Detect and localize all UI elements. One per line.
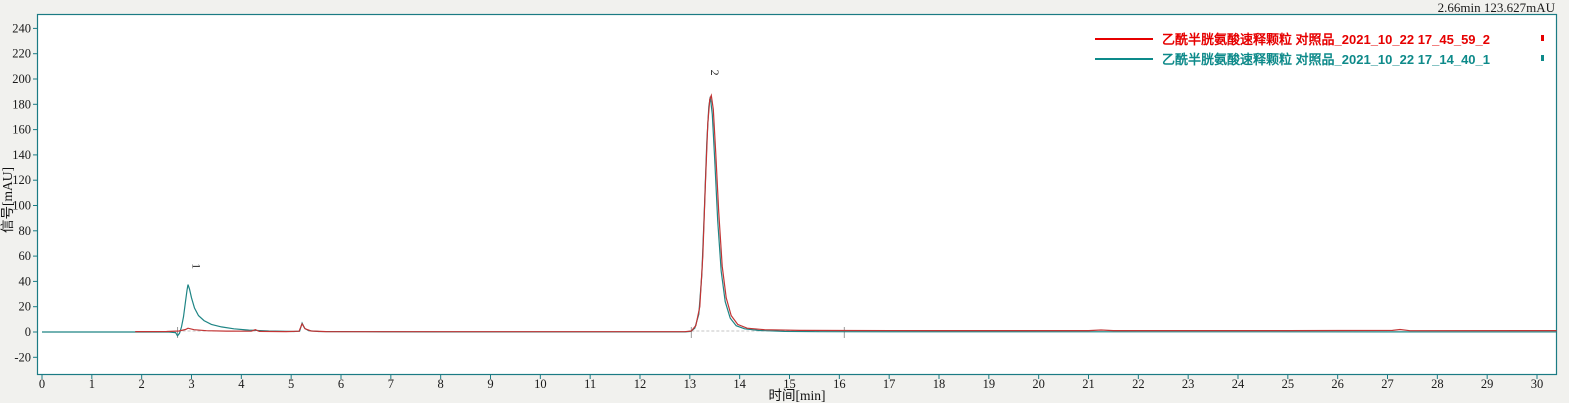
x-tick-label: 17 xyxy=(883,377,896,391)
y-tick-label: 20 xyxy=(19,300,32,314)
x-tick-label: 27 xyxy=(1381,377,1394,391)
y-tick-label: 200 xyxy=(12,72,31,86)
x-tick-label: 8 xyxy=(438,377,444,391)
legend-handle-dot[interactable] xyxy=(1541,35,1544,41)
x-axis-title: 时间[min] xyxy=(769,388,826,403)
x-tick-label: 10 xyxy=(534,377,547,391)
x-tick-label: 26 xyxy=(1331,377,1344,391)
cursor-readout: 2.66min 123.627mAU xyxy=(1437,0,1555,15)
y-tick-label: 0 xyxy=(25,325,31,339)
x-tick-label: 6 xyxy=(338,377,344,391)
x-tick-label: 3 xyxy=(188,377,194,391)
plot-frame[interactable] xyxy=(36,13,1558,376)
x-tick-label: 5 xyxy=(288,377,294,391)
x-tick-label: 4 xyxy=(238,377,245,391)
x-tick-label: 30 xyxy=(1531,377,1544,391)
x-tick-label: 19 xyxy=(983,377,996,391)
x-tick-label: 0 xyxy=(39,377,45,391)
y-tick-label: 140 xyxy=(12,148,31,162)
y-tick-label: 40 xyxy=(19,274,32,288)
x-tick-label: 25 xyxy=(1282,377,1295,391)
legend: 乙酰半胱氨酸速释颗粒 对照品_2021_10_22 17_45_59_2 乙酰半胱… xyxy=(1094,29,1490,68)
x-tick-label: 21 xyxy=(1082,377,1095,391)
x-tick-label: 14 xyxy=(733,377,746,391)
legend-label: 乙酰半胱氨酸速释颗粒 对照品_2021_10_22 17_14_40_1 xyxy=(1161,52,1490,67)
legend-handle-dot[interactable] xyxy=(1541,55,1544,61)
x-tick-label: 29 xyxy=(1481,377,1494,391)
x-tick-label: 28 xyxy=(1431,377,1444,391)
y-tick-label: 160 xyxy=(12,123,31,137)
legend-line-sample xyxy=(1094,37,1153,40)
x-tick-label: 7 xyxy=(388,377,394,391)
y-tick-label: 180 xyxy=(12,97,31,111)
y-tick-label: 120 xyxy=(12,173,31,187)
x-tick-label: 12 xyxy=(634,377,647,391)
x-tick-label: 20 xyxy=(1032,377,1045,391)
x-tick-label: 2 xyxy=(139,377,145,391)
y-tick-label: 60 xyxy=(19,249,32,263)
x-tick-label: 22 xyxy=(1132,377,1145,391)
x-tick-label: 13 xyxy=(684,377,697,391)
x-tick-label: 11 xyxy=(584,377,596,391)
peak-number-label: 1 xyxy=(189,263,203,269)
x-tick-label: 1 xyxy=(89,377,95,391)
y-axis-title: 信号[mAU] xyxy=(0,167,15,233)
legend-entry[interactable]: 乙酰半胱氨酸速释颗粒 对照品_2021_10_22 17_14_40_1 xyxy=(1094,49,1490,68)
legend-line-sample xyxy=(1094,57,1153,60)
x-tick-label: 24 xyxy=(1232,377,1245,391)
x-tick-label: 15 xyxy=(783,377,796,391)
chromatogram-trace xyxy=(135,93,1557,333)
y-tick-label: 220 xyxy=(12,47,31,61)
legend-label: 乙酰半胱氨酸速释颗粒 对照品_2021_10_22 17_45_59_2 xyxy=(1161,32,1490,47)
y-tick-label: -20 xyxy=(14,350,31,364)
x-tick-label: 18 xyxy=(933,377,946,391)
x-tick-label: 16 xyxy=(833,377,846,391)
x-tick-label: 23 xyxy=(1182,377,1195,391)
y-tick-label: 100 xyxy=(12,199,31,213)
x-tick-label: 9 xyxy=(487,377,493,391)
legend-entry[interactable]: 乙酰半胱氨酸速释颗粒 对照品_2021_10_22 17_45_59_2 xyxy=(1094,29,1490,48)
peak-number-label: 2 xyxy=(708,70,722,76)
y-tick-label: 80 xyxy=(19,224,32,238)
y-tick-label: 240 xyxy=(12,21,31,35)
